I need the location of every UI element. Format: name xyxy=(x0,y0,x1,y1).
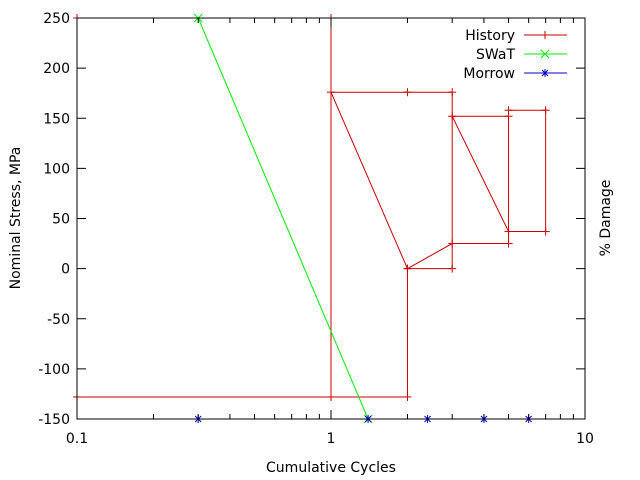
data-point xyxy=(327,392,335,401)
axis-ticks: -150 -100 -50 0 50 100 150 200 250 0.1 1 10 xyxy=(38,11,594,447)
y-tick-label: 0 xyxy=(61,262,70,278)
data-point xyxy=(504,227,513,236)
y-tick-label: 50 xyxy=(52,212,70,228)
data-point xyxy=(504,239,513,248)
data-point xyxy=(448,112,457,121)
y-tick-label: 150 xyxy=(43,111,70,127)
data-point xyxy=(403,88,412,97)
data-point xyxy=(448,88,457,97)
y-tick-label: -50 xyxy=(47,312,70,328)
data-point xyxy=(504,106,513,115)
y-axis-label: Nominal Stress, MPa xyxy=(8,147,24,290)
y-tick-label: 250 xyxy=(43,11,70,27)
series-line xyxy=(197,17,369,420)
legend-marker xyxy=(540,49,550,59)
data-point xyxy=(541,227,550,236)
data-point xyxy=(541,106,550,115)
series-swat xyxy=(193,13,373,424)
legend: History SWaT Morrow xyxy=(463,28,567,82)
data-point xyxy=(448,239,457,248)
x-axis-label: Cumulative Cycles xyxy=(266,460,396,476)
legend-label: History xyxy=(465,28,515,44)
data-point xyxy=(327,88,335,97)
y-tick-label: 100 xyxy=(43,161,70,177)
x-tick-label: 0.1 xyxy=(66,431,88,447)
x-tick-label: 1 xyxy=(327,431,336,447)
x-tick-label: 10 xyxy=(576,431,594,447)
legend-label: SWaT xyxy=(476,47,515,63)
legend-marker xyxy=(541,31,549,39)
legend-marker xyxy=(541,69,549,77)
data-point xyxy=(448,264,457,273)
y2-axis-label: % Damage xyxy=(598,180,614,257)
y-tick-label: -100 xyxy=(38,362,70,378)
legend-label: Morrow xyxy=(463,66,515,82)
data-point xyxy=(403,392,412,401)
y-tick-label: -150 xyxy=(38,412,70,428)
y-tick-label: 200 xyxy=(43,61,70,77)
data-point xyxy=(403,264,412,273)
series-history xyxy=(73,14,550,401)
